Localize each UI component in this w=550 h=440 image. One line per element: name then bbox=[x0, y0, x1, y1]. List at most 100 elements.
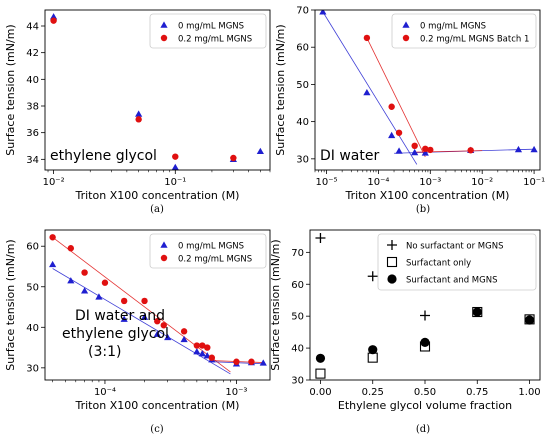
data-point-series-0 bbox=[180, 335, 188, 343]
data-point-series-1 bbox=[67, 245, 75, 252]
y-tick-label: 60 bbox=[296, 43, 309, 54]
legend-label: Surfactant and MGNS bbox=[406, 276, 497, 286]
data-point-series-0 bbox=[198, 350, 206, 357]
y-tick-label: 38 bbox=[26, 102, 39, 113]
data-point-series-1 bbox=[49, 234, 56, 241]
fit-line bbox=[322, 11, 418, 165]
data-point-series-1 bbox=[141, 297, 148, 305]
panel-caption: (d) bbox=[416, 424, 430, 435]
annotation-line: ethylene glycol bbox=[62, 326, 169, 342]
data-point-series-1 bbox=[172, 153, 179, 160]
plot-frame bbox=[314, 9, 541, 171]
legend-marker bbox=[160, 21, 168, 28]
y-tick-label: 44 bbox=[26, 22, 39, 33]
x-tick-label: 0.25 bbox=[362, 387, 384, 398]
chart-panel-d: 30 40 50 60 70 0.00 0.25 0.50 0.75 1.00 Ethylene g… bbox=[269, 229, 541, 435]
plot-area bbox=[319, 10, 538, 165]
panel-caption: (b) bbox=[416, 204, 430, 215]
y-tick-label: 50 bbox=[296, 80, 309, 91]
legend-label: 0 mg/mL MGNS bbox=[420, 22, 486, 32]
data-point-series-1 bbox=[50, 17, 57, 24]
legend-marker bbox=[387, 274, 397, 284]
y-tick-label: 34 bbox=[26, 155, 39, 166]
data-point-series-1 bbox=[135, 116, 142, 123]
y-tick-label: 50 bbox=[291, 312, 304, 323]
data-point-series-1 bbox=[154, 318, 161, 325]
x-axis-label: Triton X100 concentration (M) bbox=[75, 189, 240, 202]
y-axis-label: Surface tension (mN/m) bbox=[4, 24, 17, 155]
x-tick-label: 10⁻³ bbox=[225, 387, 247, 398]
x-tick-label: 10⁻⁴ bbox=[367, 177, 389, 188]
data-point-series-1 bbox=[81, 269, 88, 276]
data-point-series-1 bbox=[248, 358, 255, 365]
panel-caption: (a) bbox=[150, 204, 164, 215]
data-point-series-0 bbox=[420, 310, 430, 321]
y-axis-label: Surface tension (mN/m) bbox=[269, 239, 282, 370]
legend-box bbox=[149, 233, 267, 269]
data-point-series-0 bbox=[49, 260, 57, 268]
y-tick-label: 40 bbox=[26, 323, 39, 334]
data-point-series-0 bbox=[67, 277, 75, 284]
data-point-series-0 bbox=[421, 149, 429, 156]
data-point-series-2 bbox=[368, 345, 378, 355]
x-axis-label: Ethylene glycol volume fraction bbox=[338, 399, 512, 412]
legend-label: 0.2 mg/mL MGNS bbox=[178, 35, 252, 45]
data-point-series-1 bbox=[204, 344, 211, 351]
y-tick-label: 70 bbox=[296, 6, 309, 17]
data-point-series-0 bbox=[530, 145, 538, 153]
legend-label: 0.2 mg/mL MGNS Batch 1 bbox=[420, 35, 529, 45]
x-axis-label: Triton X100 concentration (M) bbox=[345, 189, 510, 202]
plot-frame bbox=[44, 229, 271, 381]
x-tick-label: 0.00 bbox=[309, 387, 331, 398]
data-point-series-1 bbox=[367, 352, 378, 363]
legend-marker bbox=[160, 241, 168, 248]
legend-label: No surfactant or MGNS bbox=[406, 242, 503, 252]
annotation-line: DI water and bbox=[75, 308, 165, 324]
fit-line bbox=[366, 37, 426, 158]
legend-box bbox=[391, 13, 537, 49]
plot-area bbox=[49, 13, 264, 170]
data-point-series-1 bbox=[230, 154, 237, 162]
legend-label: 0 mg/mL MGNS bbox=[178, 22, 244, 32]
data-point-series-0 bbox=[95, 293, 103, 300]
data-point-series-1 bbox=[233, 358, 240, 365]
x-tick-label: 10⁻¹ bbox=[523, 177, 545, 188]
data-point-series-0 bbox=[80, 287, 89, 294]
data-point-series-1 bbox=[395, 129, 403, 136]
data-point-series-2 bbox=[315, 353, 326, 363]
data-point-series-0 bbox=[49, 13, 58, 20]
x-tick-label: 10⁻⁴ bbox=[94, 387, 116, 398]
x-tick-label: 10⁻⁵ bbox=[316, 177, 338, 188]
annotation: DI water bbox=[320, 148, 379, 164]
chart-panel-b: 30 40 50 60 70 10⁻⁵ 10⁻⁴ 10⁻³ 10⁻² 10⁻¹ Triton X10… bbox=[274, 6, 545, 216]
y-tick-label: 30 bbox=[291, 376, 304, 387]
plot-area bbox=[49, 234, 267, 375]
data-point-series-1 bbox=[193, 342, 201, 349]
x-tick-label: 0.50 bbox=[414, 387, 436, 398]
x-tick-label: 0.75 bbox=[466, 387, 488, 398]
plot-frame bbox=[309, 229, 541, 381]
data-point-series-1 bbox=[120, 297, 128, 305]
data-point-series-0 bbox=[193, 348, 201, 355]
x-tick-label: 10⁻² bbox=[471, 177, 493, 188]
data-point-series-1 bbox=[467, 147, 474, 154]
data-point-series-0 bbox=[171, 163, 179, 170]
data-point-series-0 bbox=[388, 131, 396, 139]
data-point-series-0 bbox=[319, 10, 327, 15]
data-point-series-0 bbox=[315, 232, 326, 243]
y-tick-label: 40 bbox=[291, 344, 304, 355]
y-tick-label: 70 bbox=[291, 248, 304, 259]
data-point-series-0 bbox=[256, 147, 264, 155]
legend-marker bbox=[402, 21, 410, 28]
data-point-series-2 bbox=[524, 315, 535, 325]
y-axis-label: Surface tension (mN/m) bbox=[274, 24, 287, 155]
panel-caption: (c) bbox=[150, 424, 164, 435]
legend-label: 0 mg/mL MGNS bbox=[178, 242, 244, 252]
y-tick-label: 36 bbox=[26, 128, 39, 139]
data-point-series-0 bbox=[395, 147, 403, 154]
y-tick-label: 60 bbox=[291, 280, 304, 291]
legend-marker bbox=[402, 34, 410, 42]
data-point-series-1 bbox=[422, 145, 429, 152]
